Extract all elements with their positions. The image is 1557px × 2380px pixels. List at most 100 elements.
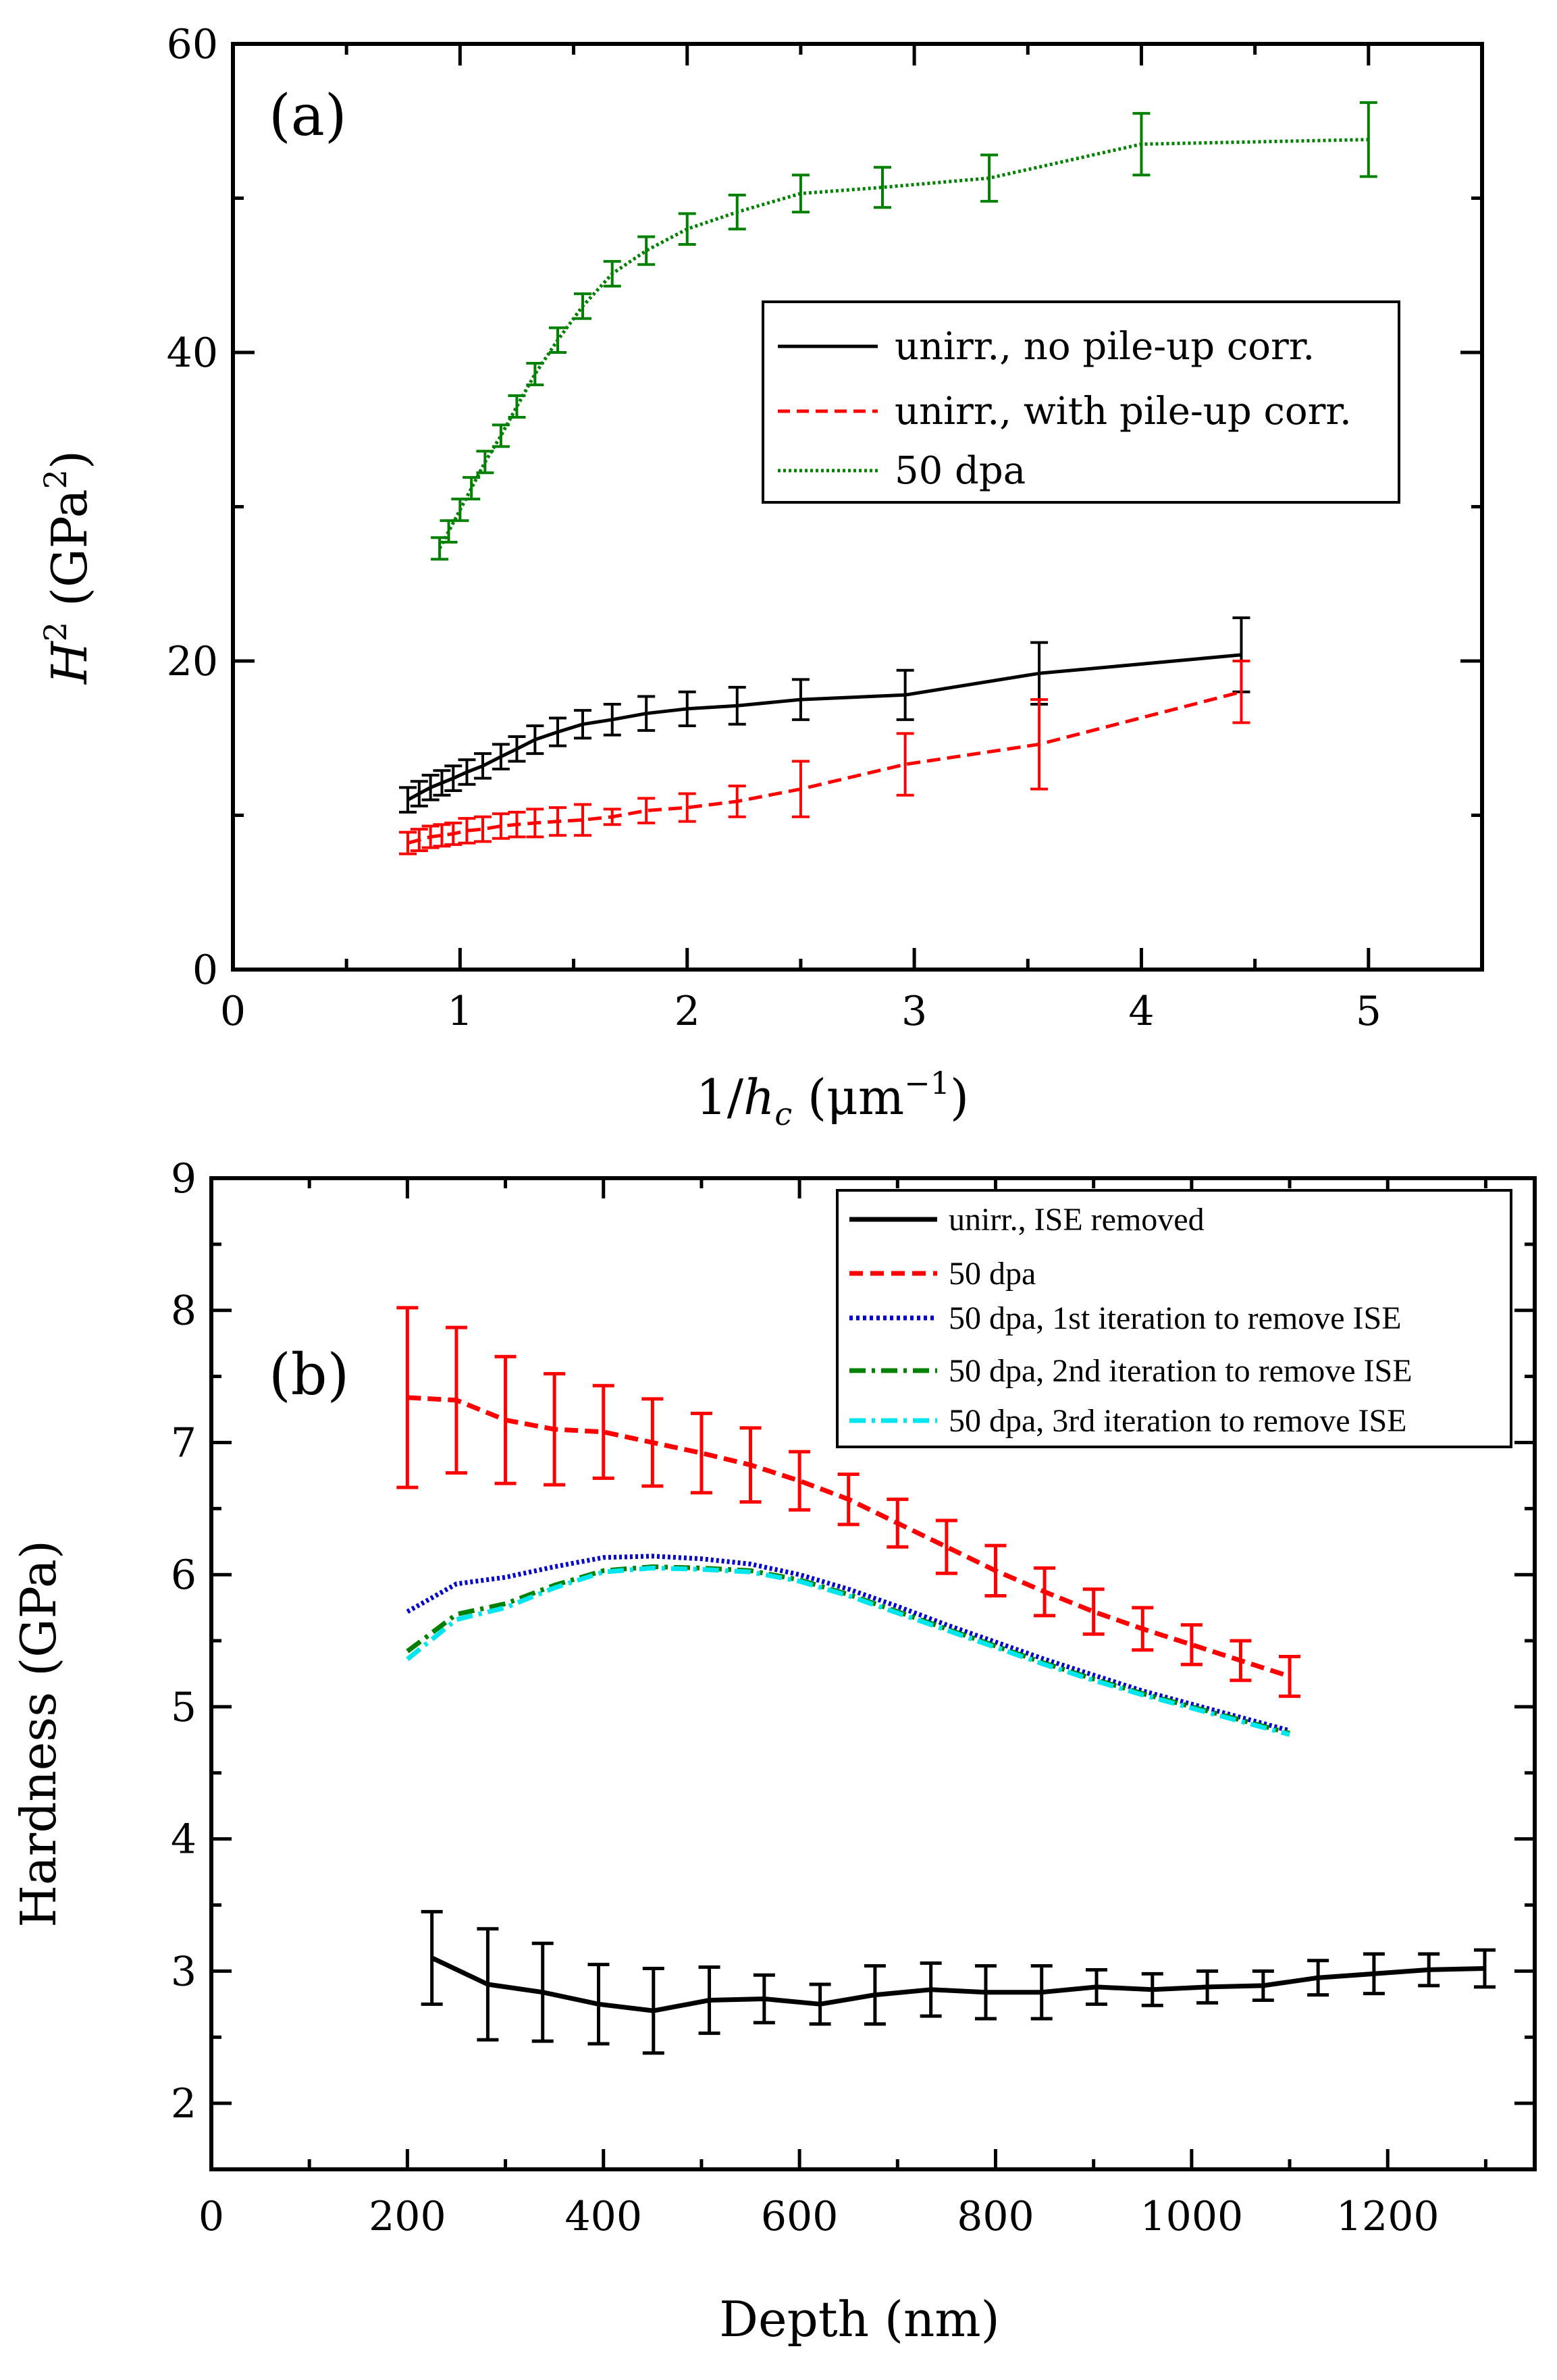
- panel-a-series-line-unirr-with-pile-up-corr: [407, 690, 1242, 845]
- panel-a-error-bar-unirr-with-pile-up-corr: [549, 806, 566, 837]
- panel-b-series-line-unirr-ise-removed: [431, 1955, 1485, 2013]
- legend-label-2nd-iteration: 50 dpa, 2nd iteration to remove ISE: [949, 1353, 1413, 1389]
- panel-b-error-bar-unirr-ise-removed: [753, 1973, 775, 2025]
- panel-b-y-tick-label: 3: [171, 1948, 196, 1995]
- panel-a-series-layer: [399, 101, 1377, 855]
- panel-a-error-bar-unirr-no-pile-up-corr: [474, 752, 492, 780]
- panel-a-error-bar-unirr-with-pile-up-corr: [474, 815, 492, 843]
- panel-a-error-bar-50-dpa: [678, 212, 696, 246]
- panel-b-error-bar-50-dpa: [1180, 1623, 1203, 1666]
- panel-a-error-bar-unirr-with-pile-up-corr: [399, 830, 417, 855]
- panel-a-y-unit-open: (GPa: [41, 489, 98, 622]
- panel-b-error-bar-unirr-ise-removed: [809, 1982, 831, 2026]
- panel-a-y-tick-label: 60: [167, 21, 218, 68]
- panel-a-x-axis-label: 1/hc (μm−1): [696, 1065, 969, 1132]
- panel-a-y-tick-label: 0: [192, 947, 218, 994]
- panel-a-error-bar-50-dpa: [637, 235, 656, 266]
- panel-b-y-tick-label: 7: [171, 1419, 196, 1466]
- panel-b-error-bar-unirr-ise-removed: [1086, 1967, 1108, 2006]
- panel-a-error-bar-50-dpa: [476, 450, 494, 475]
- panel-a-x-tick-label: 0: [220, 988, 246, 1035]
- panel-b-error-bar-unirr-ise-removed: [1030, 1964, 1053, 2021]
- panel-b-y-tick-label: 5: [171, 1684, 196, 1731]
- panel-a-x-tick-label: 2: [675, 988, 700, 1035]
- panel-b-y-axis-label: Hardness (GPa): [10, 1540, 67, 1928]
- panel-b-error-bar-unirr-ise-removed: [1473, 1948, 1496, 1989]
- panel-b-error-bar-unirr-ise-removed: [1307, 1959, 1329, 1997]
- panel-a-error-bar-unirr-no-pile-up-corr: [637, 695, 656, 732]
- panel-b-x-tick-label: 800: [957, 2193, 1034, 2240]
- panel-a-error-bar-unirr-with-pile-up-corr: [444, 821, 463, 846]
- panel-a-error-bar-unirr-with-pile-up-corr: [526, 808, 544, 839]
- panel-b-error-bar-50-dpa: [984, 1543, 1007, 1598]
- panel-a-legend: unirr., no pile-up corr. unirr., with pi…: [762, 300, 1400, 504]
- panel-a-x-tick-label: 3: [901, 988, 927, 1035]
- panel-a-error-bar-50-dpa: [980, 153, 999, 203]
- panel-a-error-bar-50-dpa: [431, 536, 449, 561]
- panel-a-error-bar-unirr-no-pile-up-corr: [549, 716, 566, 747]
- panel-a-y-sup: 2: [37, 622, 74, 641]
- panel-b-axis-ticks: 0 200 400 600 800 1000 1200 2 3 4 5 6 7 8 9: [171, 1155, 1535, 2240]
- panel-a-error-bar-unirr-with-pile-up-corr: [728, 785, 746, 818]
- panel-a-error-bar-unirr-with-pile-up-corr: [492, 812, 510, 840]
- panel-a-error-bar-50-dpa: [440, 519, 458, 544]
- panel-a-error-bar-unirr-with-pile-up-corr: [508, 810, 526, 839]
- panel-b-error-bar-unirr-ise-removed: [642, 1966, 664, 2055]
- panel-a-y-unit-exp: 2: [37, 469, 74, 489]
- panel-b-x-tick-label: 1000: [1140, 2193, 1244, 2240]
- legend-label-3rd-iteration: 50 dpa, 3rd iteration to remove ISE: [949, 1403, 1407, 1439]
- panel-b-error-bar-50-dpa: [1132, 1606, 1154, 1652]
- panel-a-error-bar-50-dpa: [1359, 101, 1377, 178]
- panel-b-series-layer: [396, 1306, 1496, 2055]
- panel-a-error-bar-unirr-no-pile-up-corr: [410, 780, 428, 808]
- panel-b-error-bar-50-dpa: [494, 1354, 517, 1485]
- panel-a-error-bar-50-dpa: [874, 165, 891, 209]
- panel-a-error-bar-50-dpa: [603, 260, 621, 288]
- panel-b-label: (b): [269, 1342, 349, 1408]
- panel-a-x-unit-close: ): [950, 1069, 969, 1126]
- panel-a-error-bar-unirr-no-pile-up-corr: [678, 690, 696, 727]
- panel-b-error-bar-50-dpa: [445, 1325, 467, 1475]
- panel-b-error-bar-unirr-ise-removed: [698, 1965, 720, 2035]
- panel-b-x-tick-label: 1200: [1336, 2193, 1440, 2240]
- panel-a-error-bar-unirr-no-pile-up-corr: [433, 769, 451, 797]
- panel-b-y-tick-label: 2: [171, 2080, 196, 2127]
- panel-b-error-bar-50-dpa: [1279, 1655, 1301, 1698]
- panel-a-error-bar-unirr-no-pile-up-corr: [574, 709, 591, 740]
- panel-a-error-bar-unirr-no-pile-up-corr: [728, 685, 746, 726]
- panel-a-error-bar-unirr-no-pile-up-corr: [421, 774, 440, 801]
- panel-b-error-bar-50-dpa: [935, 1518, 957, 1575]
- panel-a-error-bar-unirr-with-pile-up-corr: [678, 792, 696, 823]
- panel-a-error-bar-50-dpa: [508, 394, 526, 419]
- panel-a-axis-ticks: 0 1 2 3 4 5 0 20 40 60: [167, 21, 1482, 1035]
- panel-a-chart: 0 1 2 3 4 5 0 20 40 60 (a) unirr., no pile-up cor…: [37, 21, 1484, 1132]
- panel-a-error-bar-unirr-no-pile-up-corr: [458, 758, 476, 786]
- panel-b-legend-box: [836, 1189, 1512, 1448]
- panel-b-error-bar-50-dpa: [1082, 1587, 1105, 1636]
- panel-a-x-main: 1/: [696, 1069, 744, 1126]
- panel-a-error-bar-unirr-with-pile-up-corr: [421, 824, 440, 849]
- panel-b-y-tick-label: 8: [171, 1288, 196, 1335]
- legend-label-1st-iteration: 50 dpa, 1st iteration to remove ISE: [949, 1300, 1402, 1336]
- panel-b-error-bar-unirr-ise-removed: [974, 1964, 997, 2021]
- panel-b-plot-frame: [209, 1176, 1537, 2171]
- panel-b-error-bar-unirr-ise-removed: [1252, 1969, 1274, 2002]
- panel-a-error-bar-unirr-no-pile-up-corr: [896, 668, 914, 721]
- panel-b-series-line-50-dpa-3rd-iteration-to-remove-ise: [406, 1565, 1290, 1737]
- panel-b-y-tick-label: 9: [171, 1155, 196, 1202]
- panel-b-x-axis-label: Depth (nm): [719, 2291, 999, 2348]
- panel-b-error-bar-50-dpa: [739, 1426, 762, 1504]
- panel-a-y-var: H: [41, 641, 98, 685]
- legend-label-unirr-ise-removed: unirr., ISE removed: [949, 1202, 1205, 1238]
- panel-b-y-tick-label: 6: [171, 1552, 196, 1599]
- panel-a-error-bar-50-dpa: [728, 193, 746, 231]
- panel-b-error-bar-50-dpa: [396, 1306, 419, 1489]
- panel-b-error-bar-unirr-ise-removed: [1141, 1972, 1163, 2007]
- panel-a-error-bar-50-dpa: [526, 361, 544, 386]
- panel-a-y-tick-label: 40: [167, 329, 218, 377]
- panel-b-x-tick-label: 600: [761, 2193, 839, 2240]
- panel-b-error-bar-50-dpa: [1230, 1639, 1252, 1683]
- panel-b-error-bar-50-dpa: [1034, 1566, 1056, 1618]
- panel-a-error-bar-unirr-no-pile-up-corr: [791, 678, 810, 721]
